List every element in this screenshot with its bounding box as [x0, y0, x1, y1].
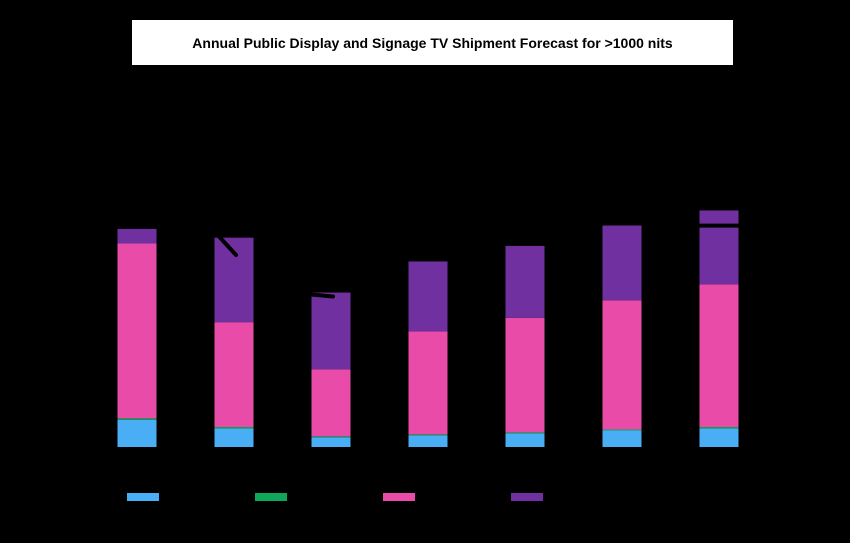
bars-layer	[117, 210, 739, 447]
bar-segment-4-1	[117, 228, 157, 244]
bar-segment-4-5	[505, 245, 545, 318]
bar-segment-2-6	[602, 429, 642, 431]
legend-swatch-2	[255, 493, 287, 501]
bar-segment-3-3	[311, 369, 351, 437]
line-point-3	[309, 292, 335, 299]
bar-segment-4-3	[311, 292, 351, 370]
legend-swatch-1	[127, 493, 159, 501]
bar-segment-1-4	[408, 435, 448, 447]
bar-segment-2-4	[408, 434, 448, 436]
bar-segment-2-3	[311, 436, 351, 438]
line-layer	[212, 223, 741, 299]
bar-segment-3-4	[408, 331, 448, 435]
bar-segment-2-2	[214, 427, 254, 429]
bar-segment-3-6	[602, 300, 642, 430]
bar-segment-1-3	[311, 437, 351, 447]
bar-segment-3-2	[214, 322, 254, 428]
bar-segment-1-7	[699, 428, 739, 447]
bar-segment-2-1	[117, 418, 157, 420]
bar-segment-1-6	[602, 430, 642, 447]
line-point-2	[212, 229, 238, 257]
chart-title: Annual Public Display and Signage TV Shi…	[132, 20, 733, 65]
chart-title-text: Annual Public Display and Signage TV Shi…	[192, 34, 673, 51]
legend-swatch-4	[511, 493, 543, 501]
bar-segment-4-4	[408, 261, 448, 332]
bar-segment-3-5	[505, 317, 545, 433]
bar-segment-3-1	[117, 243, 157, 419]
bar-segment-3-7	[699, 284, 739, 428]
legend	[127, 493, 543, 501]
bar-segment-2-7	[699, 427, 739, 429]
bar-segment-2-5	[505, 432, 545, 434]
bar-segment-1-2	[214, 428, 254, 447]
legend-swatch-3	[383, 493, 415, 501]
bar-segment-4-6	[602, 225, 642, 301]
bar-segment-1-1	[117, 419, 157, 447]
bar-segment-1-5	[505, 433, 545, 447]
bar-segment-4-7	[699, 210, 739, 285]
